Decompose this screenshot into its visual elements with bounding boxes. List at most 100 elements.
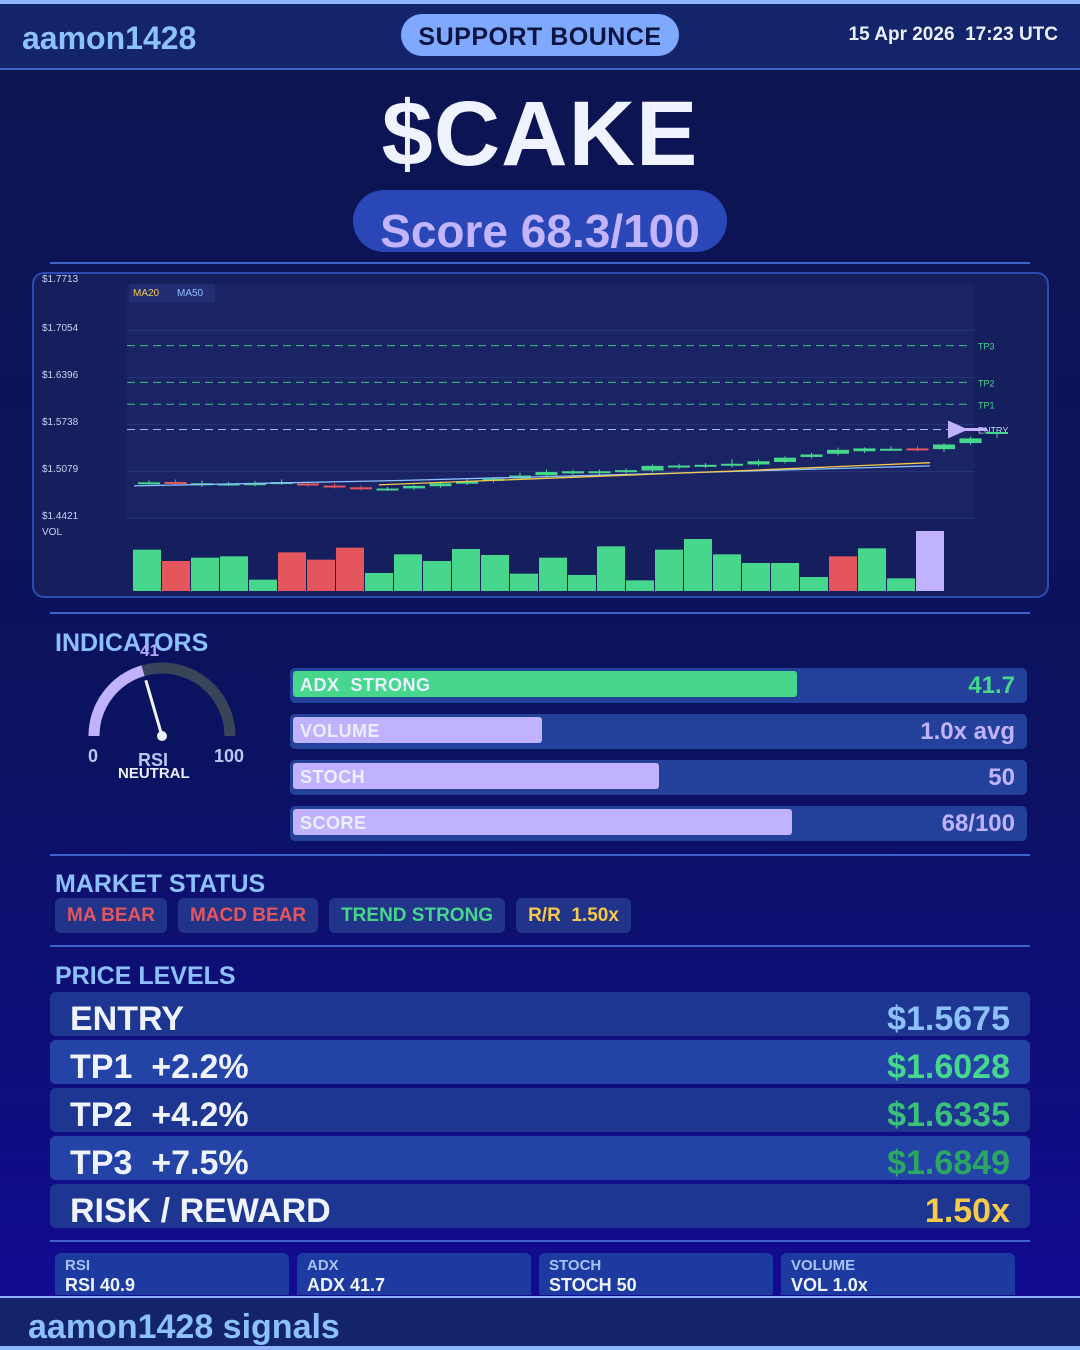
volume-bar [278,552,306,591]
footer: aamon1428 signals [0,1296,1080,1350]
ma20-line [378,462,931,486]
candle-body [880,448,902,451]
volume-bar [423,561,451,591]
candle-body [456,481,478,484]
level-label: TP3 [978,342,995,352]
status-badge-rr: R/R 1.50x [516,898,631,933]
indicator-fill [293,809,793,835]
candle-body [429,483,452,487]
level-value: $1.6335 [887,1096,1010,1132]
top-accent-bar [0,0,1080,4]
stat-card-rsi: RSI RSI 40.9 [55,1253,289,1295]
level-label: TP1 +2.2% [70,1048,249,1084]
y-tick-label: $1.6396 [42,370,79,381]
level-value: $1.6849 [887,1144,1010,1180]
stat-value: ADX 41.7 [307,1275,386,1295]
indicator-label: VOLUME [300,721,381,741]
volume-bar [220,556,248,591]
indicator-bar-adx: ADX STRONG 41.7 [290,668,1027,703]
gauge-hub [157,731,167,741]
stat-key: ADX [307,1257,339,1274]
y-tick-label: $1.4421 [42,511,79,522]
candle-body [668,465,690,468]
candle-body [694,464,717,467]
ticker-symbol: $CAKE [381,83,699,185]
candle-body [244,483,266,486]
level-row-tp2: TP2 +4.2% $1.6335 [50,1088,1030,1132]
rsi-gauge-min: 0 [88,746,99,766]
volume-bar [887,578,915,591]
level-label: TP3 +7.5% [70,1144,249,1180]
indicator-fill [293,717,542,743]
rsi-gauge-value: 41 [140,641,159,660]
volume-bar [336,547,364,591]
level-label: TP1 [978,400,995,410]
indicator-value: 41.7 [968,672,1015,699]
indicator-bar-volume: VOLUME 1.0x avg [290,714,1027,749]
volume-bar [771,563,799,591]
stat-value: VOL 1.0x [791,1275,868,1295]
indicator-label: ADX STRONG [300,675,431,695]
rsi-gauge-label: RSI [138,750,169,770]
candle-body [721,463,743,466]
level-value: 1.50x [924,1192,1010,1228]
volume-bar [713,554,741,591]
legend-ma50: MA50 [177,288,204,299]
stat-value: RSI 40.9 [65,1275,136,1295]
indicator-fill [293,671,798,697]
indicator-value: 68/100 [941,810,1015,837]
price-chart: $1.7713 $1.7054 $1.6396 $1.5738 $1.5079 $1.44… [42,274,1008,591]
stat-key: RSI [65,1257,91,1274]
volume-bar [829,556,857,591]
level-label: RISK / REWARD [70,1192,331,1228]
y-tick-label: $1.5738 [42,417,79,428]
level-row-tp1: TP1 +2.2% $1.6028 [50,1040,1030,1084]
candle-body [297,483,319,486]
indicator-label: STOCH [300,767,366,787]
candle-body [588,471,611,474]
rsi-gauge-state: NEUTRAL [118,765,190,782]
divider [50,262,1030,264]
candle-body [800,454,823,457]
level-value: $1.6028 [887,1048,1010,1084]
divider [50,945,1030,947]
volume-bar [249,579,277,591]
level-row-entry: ENTRY $1.5675 [50,992,1030,1036]
volume-label: VOL [42,527,62,538]
indicator-bar-score: SCORE 68/100 [290,806,1027,841]
level-label: ENTRY [70,1000,184,1036]
indicator-fill [293,763,659,789]
volume-bar [133,549,161,591]
indicators-title: INDICATORS [55,629,209,657]
candle-body [615,470,637,473]
gauge-needle [144,679,164,737]
candle-body [641,465,664,471]
rsi-gauge-max: 100 [214,746,245,766]
status-badge-ma: MA BEAR [55,898,167,933]
header: aamon1428 SUPPORT BOUNCE 15 Apr 2026 17:… [0,4,1080,70]
candle-body [323,485,346,488]
volume-bar [365,573,393,591]
candle-body [959,438,982,444]
candle-body [403,485,425,489]
candle-body [562,471,584,474]
pattern-badge: SUPPORT BOUNCE [401,14,679,56]
legend-box [129,284,215,302]
indicator-bar-stoch: STOCH 50 [290,760,1027,795]
candle-body [164,481,187,484]
volume-bar [684,539,712,591]
volume-bar [655,549,683,591]
candle-body [933,444,955,450]
level-row-tp3: TP3 +7.5% $1.6849 [50,1136,1030,1180]
divider [50,1240,1030,1242]
brand-name: aamon1428 [22,20,197,56]
indicator-label: SCORE [300,813,367,833]
volume-bar [162,561,190,591]
volume-bar [307,559,335,591]
ma50-line [133,465,931,487]
divider [50,612,1030,614]
volume-bar [858,548,886,591]
stat-card-adx: ADX ADX 41.7 [297,1253,531,1295]
candle-body [853,448,876,452]
volume-bar [800,577,828,591]
